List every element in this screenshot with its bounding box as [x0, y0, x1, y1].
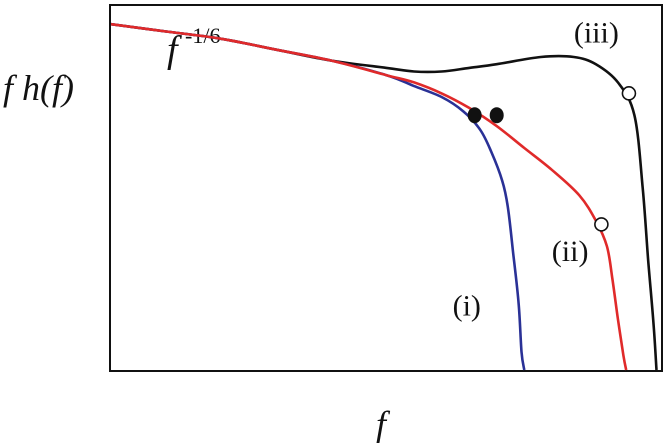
label-layer: (i) (ii) (iii): [453, 16, 619, 322]
series-label-2: (ii): [552, 235, 589, 268]
open-marker-2: [594, 217, 609, 232]
series-line-2: [110, 22, 628, 371]
series-label-1: (i): [453, 289, 481, 322]
series-layer: [110, 22, 658, 371]
power-law-annotation-base: f: [167, 29, 182, 71]
filled-marker-1: [467, 107, 482, 124]
filled-marker-2: [489, 107, 504, 124]
open-marker-1: [621, 86, 637, 101]
x-axis-label: f: [376, 404, 391, 443]
marker-layer: [467, 86, 637, 232]
y-axis-label: f h(f): [3, 68, 74, 108]
series-label-3: (iii): [574, 16, 619, 49]
plot-frame: [109, 4, 663, 372]
series-line-3: [110, 22, 658, 371]
